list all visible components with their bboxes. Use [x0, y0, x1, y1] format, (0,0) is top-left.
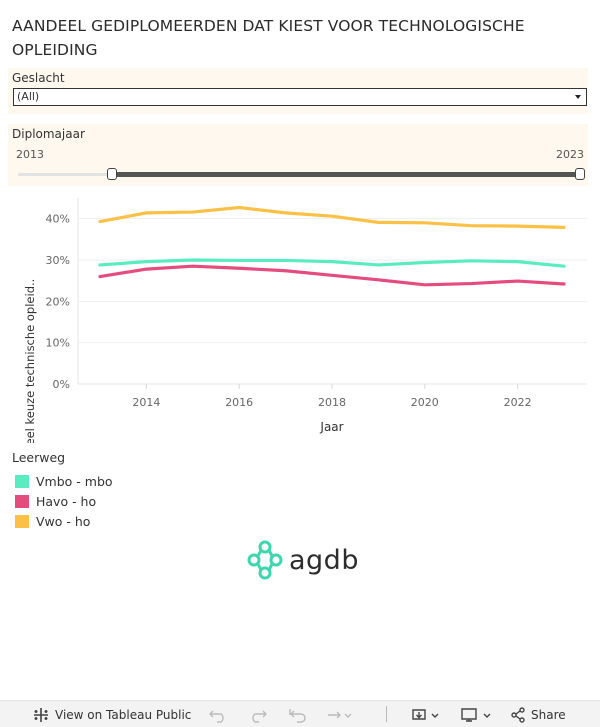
refresh-button[interactable] — [326, 707, 352, 723]
revert-button[interactable] — [288, 707, 308, 723]
series-line-havo-ho[interactable] — [98, 264, 566, 287]
y-axis-ticks: 0% 10% 20% 30% 40% — [46, 213, 70, 391]
legend-swatch — [15, 514, 29, 528]
line-chart: 0% 10% 20% 30% 40% 2014 2016 2018 2020 2022 Aand… — [23, 198, 587, 443]
agdb-logo-icon — [247, 540, 283, 580]
share-icon — [511, 707, 525, 723]
x-axis-label: Jaar — [319, 420, 343, 434]
revert-icon — [289, 709, 306, 723]
redo-icon — [252, 710, 267, 723]
download-button[interactable] — [411, 707, 439, 723]
x-axis-ticks: 2014 2016 2018 2020 2022 — [132, 384, 532, 409]
y-axis-label: Aandeel keuze technische opleid.. — [23, 279, 37, 443]
view-on-tableau-link[interactable]: View on Tableau Public — [33, 707, 191, 723]
legend-item-havo[interactable]: Havo - ho — [12, 491, 113, 511]
range-min-label: 2013 — [16, 148, 44, 161]
diplomajaar-filter-label: Diplomajaar — [12, 127, 85, 141]
range-max-label: 2023 — [556, 148, 584, 161]
x-tick-label: 2018 — [318, 396, 346, 409]
y-tick-label: 30% — [46, 254, 70, 267]
series-line-vwo-ho[interactable] — [98, 205, 566, 229]
share-label: Share — [531, 708, 566, 722]
legend-item-vwo[interactable]: Vwo - ho — [12, 511, 113, 531]
legend-label: Vwo - ho — [36, 513, 91, 529]
refresh-icon — [328, 711, 352, 719]
download-icon — [412, 709, 439, 720]
page-title: AANDEEL GEDIPLOMEERDEN DAT KIEST VOOR TE… — [12, 17, 525, 59]
device-preview-button[interactable] — [460, 707, 492, 723]
legend-label: Havo - ho — [36, 493, 97, 509]
y-tick-label: 10% — [46, 337, 70, 350]
view-on-tableau-label: View on Tableau Public — [55, 708, 192, 722]
chart-series — [98, 205, 566, 287]
device-preview-icon — [461, 708, 491, 722]
series-line-vmbo-mbo[interactable] — [98, 258, 566, 268]
x-tick-label: 2022 — [504, 396, 532, 409]
y-tick-label: 40% — [46, 213, 70, 226]
undo-button[interactable] — [208, 707, 228, 723]
geslacht-filter-label: Geslacht — [12, 71, 65, 85]
undo-icon — [209, 710, 224, 723]
y-tick-label: 0% — [53, 378, 70, 391]
x-tick-label: 2020 — [411, 396, 439, 409]
range-track-selected[interactable] — [112, 172, 581, 177]
y-tick-label: 20% — [46, 295, 70, 308]
range-handle-min[interactable] — [107, 168, 117, 180]
legend-title: Leerweg — [12, 450, 66, 465]
range-handle-max[interactable] — [575, 168, 585, 180]
diplomajaar-filter: Diplomajaar 2013 2023 — [8, 124, 588, 186]
chevron-down-icon — [575, 95, 581, 99]
agdb-logo-text: agdb — [289, 544, 359, 576]
redo-button[interactable] — [248, 707, 268, 723]
geslacht-select-value: (All) — [17, 90, 40, 103]
legend-item-vmbo[interactable]: Vmbo - mbo — [12, 471, 113, 491]
geslacht-select[interactable]: (All) — [13, 88, 587, 106]
share-button[interactable]: Share — [510, 707, 566, 723]
geslacht-filter: Geslacht (All) — [8, 68, 588, 114]
tableau-toolbar: View on Tableau Public Share — [0, 700, 600, 727]
legend: Leerweg Vmbo - mbo Havo - ho Vwo - ho — [12, 450, 113, 531]
toolbar-divider — [386, 706, 387, 722]
legend-swatch — [15, 494, 29, 508]
tableau-logo-icon — [34, 708, 48, 722]
legend-label: Vmbo - mbo — [36, 473, 113, 489]
x-tick-label: 2016 — [225, 396, 253, 409]
x-tick-label: 2014 — [132, 396, 160, 409]
legend-swatch — [15, 474, 29, 488]
agdb-logo: agdb — [247, 540, 359, 580]
